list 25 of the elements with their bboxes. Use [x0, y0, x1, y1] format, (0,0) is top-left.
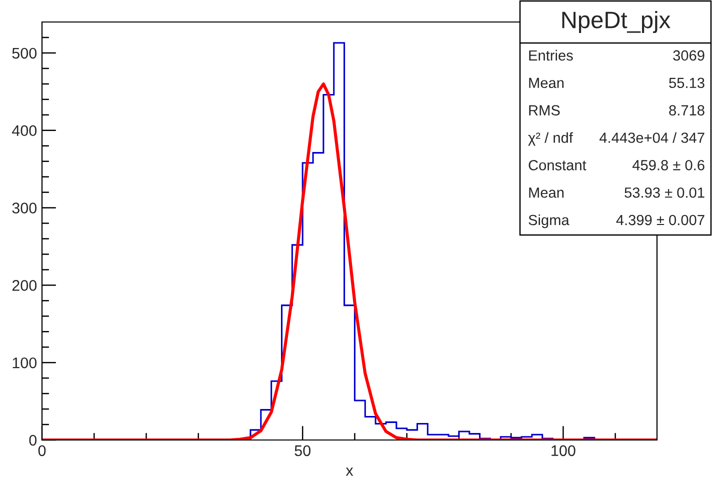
x-axis-title: x [346, 468, 354, 476]
annotation: Mean [529, 188, 564, 198]
y-tick-label: 0 [29, 434, 37, 446]
annotation: 53.93 ± 0.01 [624, 187, 704, 198]
x-tick-label: 0 [38, 445, 46, 456]
annotation: Mean [529, 78, 564, 88]
y-tick-label: 500 [12, 48, 37, 59]
annotation: RMS [529, 105, 560, 116]
chart-title: NpeDt_pjx [562, 10, 670, 34]
y-tick-label: 100 [12, 357, 37, 368]
annotation: Sigma [528, 214, 570, 228]
y-tick-label: 300 [12, 202, 37, 214]
annotation: 459.8 ± 0.6 [632, 160, 704, 170]
annotation: Constant [528, 160, 586, 170]
x-tick-label: 100 [552, 445, 576, 456]
annotation: 4.399 ± 0.007 [616, 214, 704, 226]
annotation: 4.443e+04 / 347 [600, 132, 704, 143]
text: 8.718 [669, 105, 704, 116]
text: 3069 [673, 50, 704, 61]
y-tick-label: 400 [12, 125, 37, 136]
annotation: χ² / ndf [528, 132, 573, 146]
x-tick-label: 50 [294, 445, 310, 456]
text: 55.13 [669, 78, 704, 88]
annotation: Entries [529, 50, 573, 61]
y-tick-label: 200 [12, 280, 37, 291]
